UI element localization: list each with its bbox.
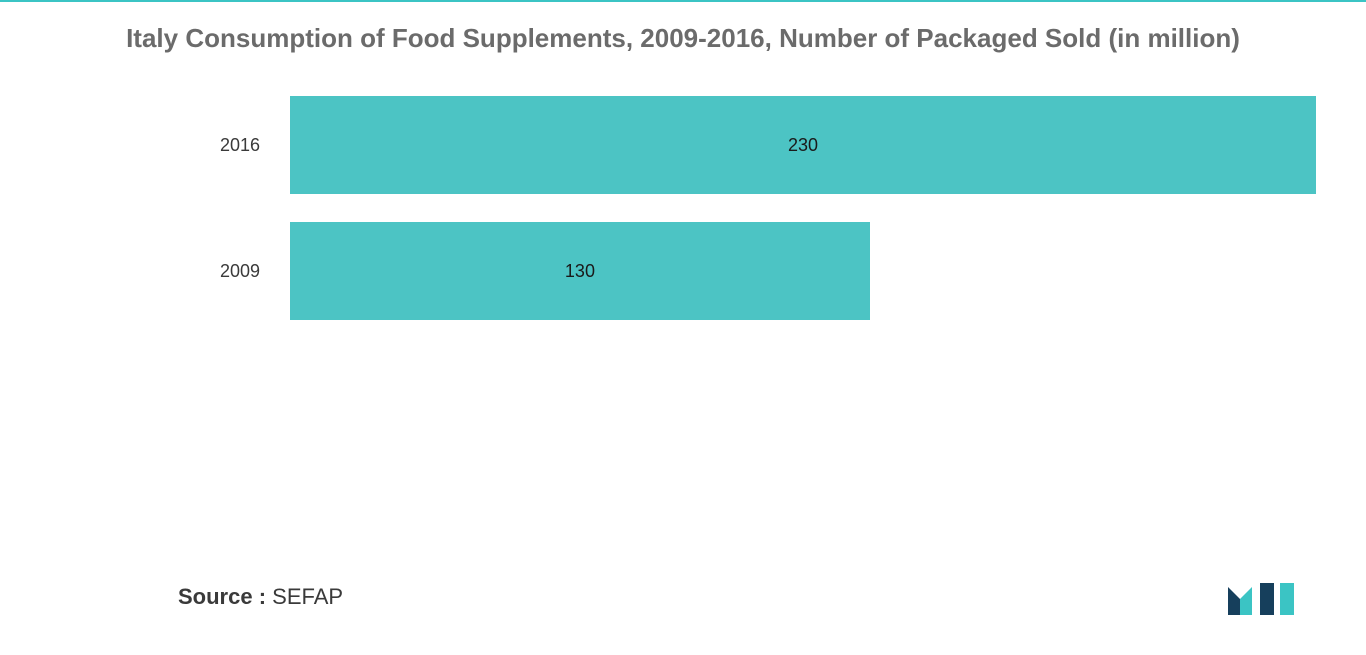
- bar-value-2016: 230: [788, 135, 818, 156]
- bar-value-2009: 130: [565, 261, 595, 282]
- bar-2016: 230: [290, 96, 1316, 194]
- category-label-2009: 2009: [50, 261, 290, 282]
- bar-container: 230: [290, 96, 1316, 194]
- bar-row-2016: 2016 230: [50, 96, 1316, 194]
- category-label-2016: 2016: [50, 135, 290, 156]
- bar-row-2009: 2009 130: [50, 222, 1316, 320]
- source-text: Source : SEFAP: [178, 584, 343, 610]
- chart-footer: Source : SEFAP: [178, 577, 1306, 617]
- brand-logo-icon: [1226, 577, 1306, 617]
- source-label: Source :: [178, 584, 266, 609]
- bar-2009: 130: [290, 222, 870, 320]
- source-value: SEFAP: [272, 584, 343, 609]
- bar-container: 130: [290, 222, 1316, 320]
- chart-area: 2016 230 2009 130: [50, 96, 1316, 436]
- chart-title: Italy Consumption of Food Supplements, 2…: [0, 2, 1366, 66]
